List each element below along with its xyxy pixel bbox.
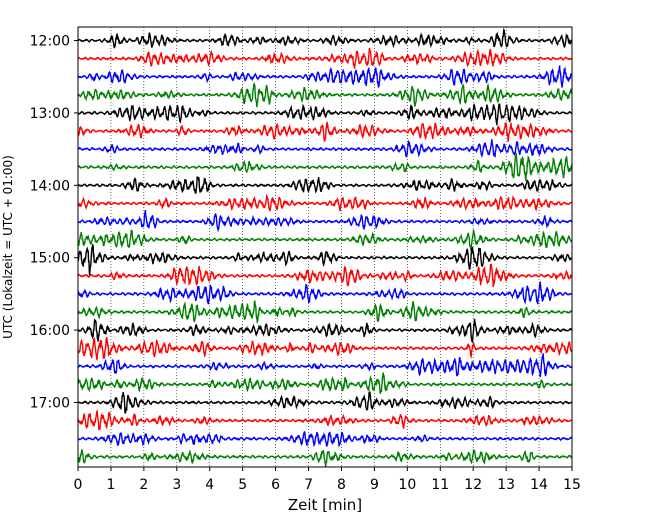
x-tick-label-0: 0: [74, 477, 83, 493]
trace-16:30: [77, 353, 573, 378]
y-tick-label-16:00: 16:00: [30, 323, 70, 339]
trace-13:00: [77, 103, 573, 126]
trace-16:15: [77, 337, 573, 361]
trace-13:45: [77, 152, 573, 181]
x-axis-ticks: 0 1 2 3 4 5 6 7 8 9 10 11 12 13 14 15: [74, 467, 581, 493]
trace-15:00: [77, 243, 573, 276]
trace-13:30: [77, 139, 573, 159]
trace-17:30: [77, 431, 573, 448]
y-tick-label-12:00: 12:00: [30, 34, 70, 50]
trace-14:45: [77, 229, 573, 251]
grid-lines: [110, 27, 540, 467]
x-tick-label-6: 6: [271, 477, 280, 493]
x-tick-label-13: 13: [497, 477, 515, 493]
y-tick-label-13:00: 13:00: [30, 106, 70, 122]
x-tick-label-11: 11: [431, 477, 449, 493]
trace-14:30: [77, 209, 573, 233]
x-tick-label-10: 10: [398, 477, 416, 493]
trace-group: [77, 27, 573, 467]
trace-15:30: [77, 280, 573, 305]
x-tick-label-7: 7: [304, 477, 313, 493]
y-tick-label-15:00: 15:00: [30, 251, 70, 267]
trace-12:00: [77, 27, 573, 49]
x-tick-label-2: 2: [139, 477, 148, 493]
trace-12:45: [77, 81, 573, 108]
trace-15:45: [77, 299, 573, 324]
x-tick-label-5: 5: [238, 477, 247, 493]
trace-13:15: [77, 121, 573, 142]
x-tick-label-3: 3: [172, 477, 181, 493]
y-axis-ticks: 12:00 13:00 14:00 15:00 16:00 17:00: [30, 34, 78, 412]
trace-12:30: [77, 65, 573, 89]
trace-17:15: [77, 408, 573, 431]
trace-14:15: [77, 193, 573, 212]
trace-16:00: [77, 318, 573, 343]
x-tick-label-8: 8: [337, 477, 346, 493]
x-tick-label-4: 4: [205, 477, 214, 493]
y-axis-label: UTC (Lokalzeit = UTC + 01:00): [1, 155, 15, 339]
x-tick-label-12: 12: [464, 477, 482, 493]
trace-15:15: [77, 263, 573, 288]
x-tick-label-15: 15: [563, 477, 581, 493]
x-tick-label-14: 14: [530, 477, 548, 493]
x-tick-label-1: 1: [106, 477, 115, 493]
y-tick-label-14:00: 14:00: [30, 178, 70, 194]
y-tick-label-17:00: 17:00: [30, 396, 70, 412]
trace-17:00: [77, 391, 573, 415]
x-axis-label: Zeit [min]: [288, 496, 362, 514]
trace-16:45: [77, 372, 573, 394]
trace-12:15: [78, 47, 573, 69]
plot-frame: [77, 26, 573, 468]
x-tick-label-9: 9: [370, 477, 379, 493]
trace-14:00: [77, 176, 573, 194]
trace-17:45: [77, 448, 573, 467]
